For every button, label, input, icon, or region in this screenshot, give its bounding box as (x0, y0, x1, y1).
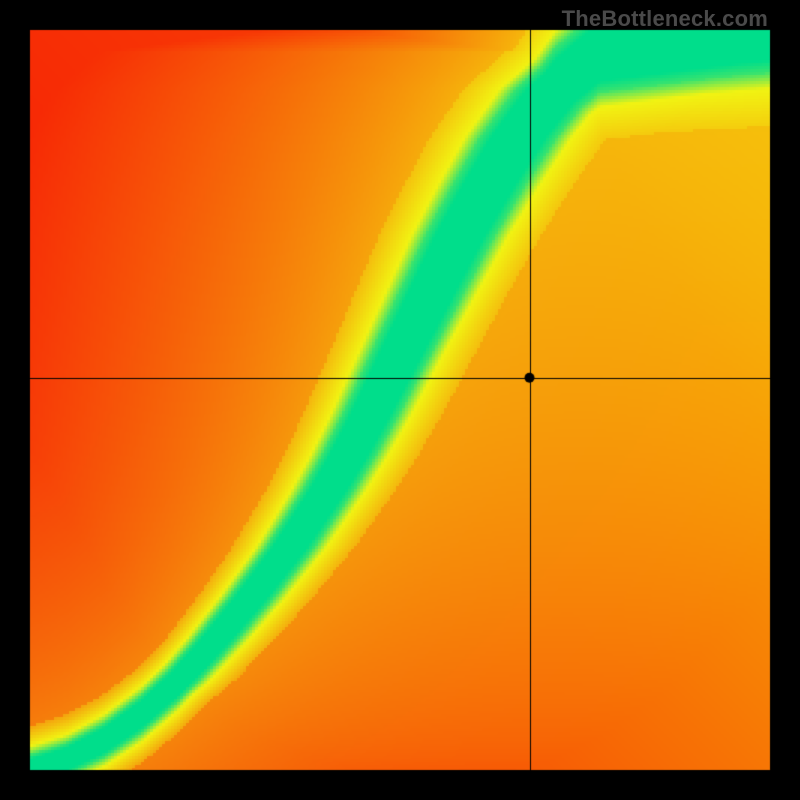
heatmap-plot (0, 0, 800, 800)
watermark-text: TheBottleneck.com (562, 6, 768, 32)
chart-container: TheBottleneck.com (0, 0, 800, 800)
